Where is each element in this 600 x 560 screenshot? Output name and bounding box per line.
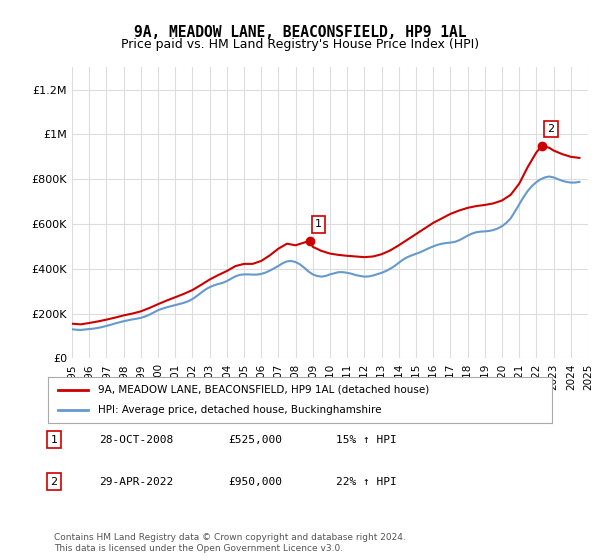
Text: 9A, MEADOW LANE, BEACONSFIELD, HP9 1AL: 9A, MEADOW LANE, BEACONSFIELD, HP9 1AL xyxy=(134,25,466,40)
Text: 28-OCT-2008: 28-OCT-2008 xyxy=(99,435,173,445)
Text: 2: 2 xyxy=(547,124,554,134)
Text: 22% ↑ HPI: 22% ↑ HPI xyxy=(336,477,397,487)
Text: £525,000: £525,000 xyxy=(228,435,282,445)
Text: Contains HM Land Registry data © Crown copyright and database right 2024.
This d: Contains HM Land Registry data © Crown c… xyxy=(54,533,406,553)
Text: 1: 1 xyxy=(315,220,322,230)
Text: 2: 2 xyxy=(50,477,58,487)
Text: 29-APR-2022: 29-APR-2022 xyxy=(99,477,173,487)
Text: Price paid vs. HM Land Registry's House Price Index (HPI): Price paid vs. HM Land Registry's House … xyxy=(121,38,479,51)
Text: HPI: Average price, detached house, Buckinghamshire: HPI: Average price, detached house, Buck… xyxy=(98,405,382,415)
Text: £950,000: £950,000 xyxy=(228,477,282,487)
Text: 1: 1 xyxy=(50,435,58,445)
Text: 15% ↑ HPI: 15% ↑ HPI xyxy=(336,435,397,445)
Text: 9A, MEADOW LANE, BEACONSFIELD, HP9 1AL (detached house): 9A, MEADOW LANE, BEACONSFIELD, HP9 1AL (… xyxy=(98,385,430,395)
